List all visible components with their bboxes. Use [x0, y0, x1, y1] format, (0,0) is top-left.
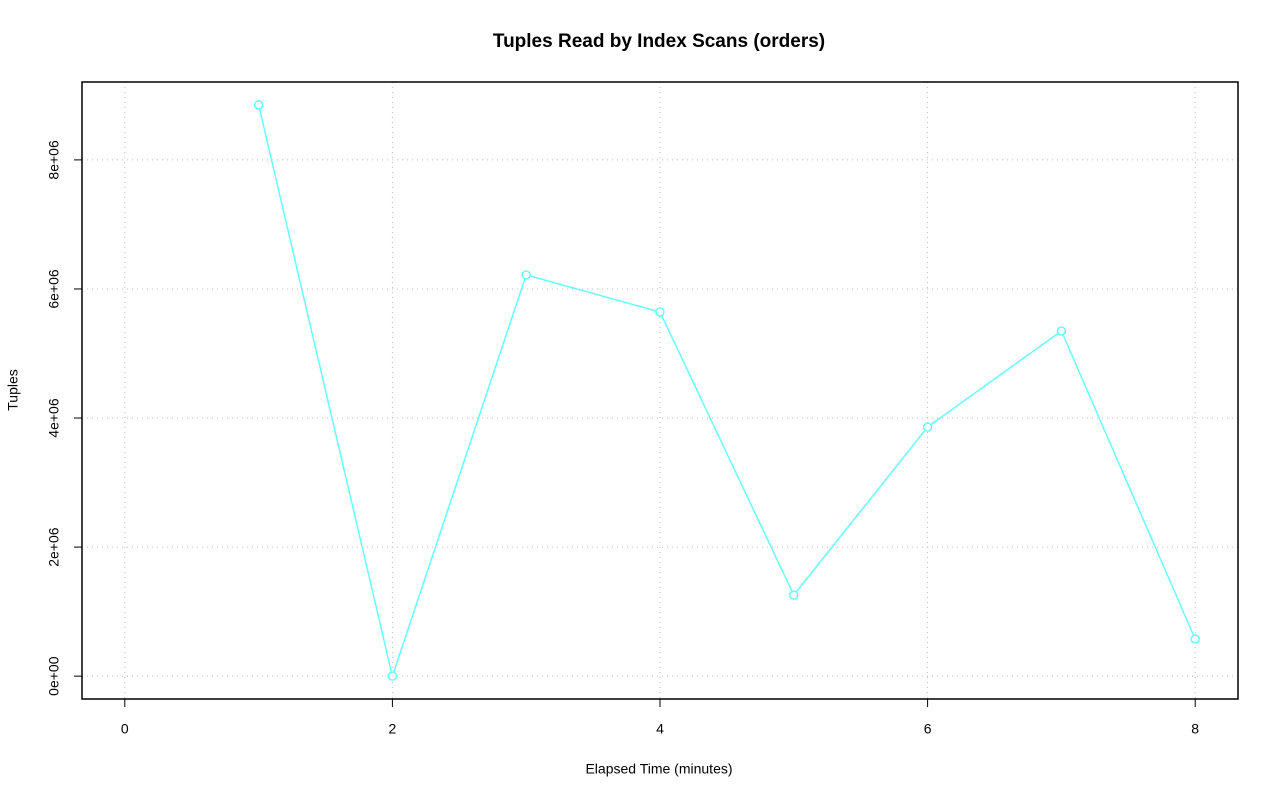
plot-frame [81, 81, 1239, 700]
y-tick-label: 4e+06 [46, 398, 62, 438]
y-tick-label: 2e+06 [46, 527, 62, 567]
x-tick-label: 6 [924, 721, 932, 737]
y-tick-label: 8e+06 [46, 140, 62, 180]
x-axis-label: Elapsed Time (minutes) [585, 761, 732, 777]
point [1056, 326, 1067, 336]
point [253, 100, 264, 110]
point [387, 671, 398, 681]
x-tick-label: 0 [121, 721, 129, 737]
point [922, 422, 933, 432]
x-tick-label: 2 [389, 721, 397, 737]
x-tick-label: 8 [1191, 721, 1199, 737]
chart-title: Tuples Read by Index Scans (orders) [493, 31, 825, 52]
point [1190, 634, 1200, 644]
point [789, 590, 799, 600]
point [655, 307, 665, 317]
y-axis-label: Tuples [5, 369, 21, 411]
point [521, 270, 531, 280]
series-line [257, 104, 1196, 679]
y-tick-label: 0e+00 [46, 656, 62, 696]
x-tick-label: 4 [656, 721, 664, 737]
y-tick-label: 6e+06 [46, 269, 62, 309]
